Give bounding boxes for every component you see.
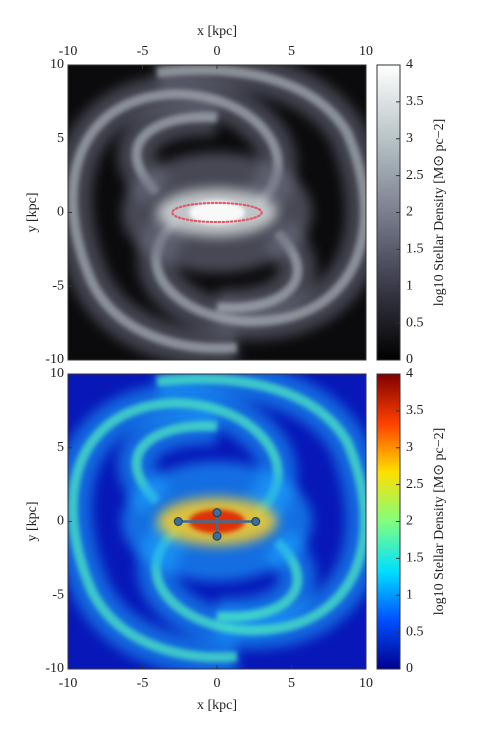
marker — [251, 517, 261, 526]
colorbar-tick-label: 1 — [406, 587, 413, 602]
y-tick-label: -5 — [52, 587, 64, 602]
spiral-arm — [68, 398, 283, 663]
x-tick-label: -5 — [137, 676, 149, 691]
colorbar-tick-label: 0.5 — [406, 315, 424, 330]
colorbar-tick-label: 3.5 — [406, 94, 424, 109]
x-tick-label: -5 — [137, 44, 149, 59]
density-image — [68, 65, 366, 360]
colorbar-tick-label: 1.5 — [406, 242, 424, 257]
colorbar-tick-label: 3 — [406, 440, 413, 455]
x-tick-label: 5 — [288, 44, 295, 59]
y-tick-label: -5 — [52, 278, 64, 293]
x-tick-label: 5 — [288, 676, 295, 691]
y-tick-label: -10 — [45, 352, 64, 367]
y-tick-label: 10 — [50, 366, 64, 381]
colorbar-tick-label: 2 — [406, 205, 413, 220]
y-tick-label: 10 — [50, 57, 64, 72]
x-tick-label: -10 — [59, 44, 78, 59]
y-axis-label: y [kpc] — [25, 192, 40, 232]
colorbar-tick-label: 3 — [406, 131, 413, 146]
x-tick-label: 0 — [214, 676, 221, 691]
marker — [212, 531, 222, 541]
marker — [173, 517, 183, 526]
x-tick-label: 0 — [214, 44, 221, 59]
colorbar-tick-label: 3.5 — [406, 403, 424, 418]
colorbar-tick-label: 0 — [406, 352, 413, 367]
colorbar-tick-label: 4 — [406, 366, 413, 381]
colorbar-tick-label: 1 — [406, 278, 413, 293]
x-tick-label: -10 — [59, 676, 78, 691]
colorbar-tick-label: 1.5 — [406, 551, 424, 566]
colorbar-tick-label: 2 — [406, 514, 413, 529]
density-image — [68, 374, 366, 669]
x-tick-label: 10 — [359, 44, 373, 59]
y-tick-label: -10 — [45, 661, 64, 676]
colorbar-label: log10 Stellar Density [M⊙ pc−2] — [432, 428, 447, 616]
panel: -10 -5 0 5 10 x [kpc] -10 -5 0 5 10 y [kpc] 0 0.5 1 1.5… — [25, 366, 447, 713]
spiral-arm — [151, 65, 366, 327]
colorbar-tick-label: 2.5 — [406, 477, 424, 492]
colorbar-tick-label: 2.5 — [406, 168, 424, 183]
y-axis-label: y [kpc] — [25, 501, 40, 541]
x-axis-label: x [kpc] — [197, 698, 237, 713]
bar-ellipse — [171, 201, 263, 224]
panel: -10 -5 0 5 10 x [kpc] -10 -5 0 5 10 y [kpc] 0 0.5 1 1.5… — [25, 24, 447, 367]
core — [189, 200, 245, 225]
colorbar-label: log10 Stellar Density [M⊙ pc−2] — [432, 119, 447, 307]
y-tick-label: 0 — [57, 205, 64, 220]
marker — [212, 508, 222, 518]
y-tick-label: 5 — [57, 440, 64, 455]
y-tick-label: 5 — [57, 131, 64, 146]
colorbar-tick-label: 0 — [406, 661, 413, 676]
colorbar-tick-label: 4 — [406, 57, 413, 72]
x-tick-label: 10 — [359, 676, 373, 691]
spiral-arm — [68, 89, 283, 354]
spiral-arm — [151, 374, 366, 636]
colorbar-tick-label: 0.5 — [406, 624, 424, 639]
y-tick-label: 0 — [57, 514, 64, 529]
x-axis-label: x [kpc] — [197, 24, 237, 39]
